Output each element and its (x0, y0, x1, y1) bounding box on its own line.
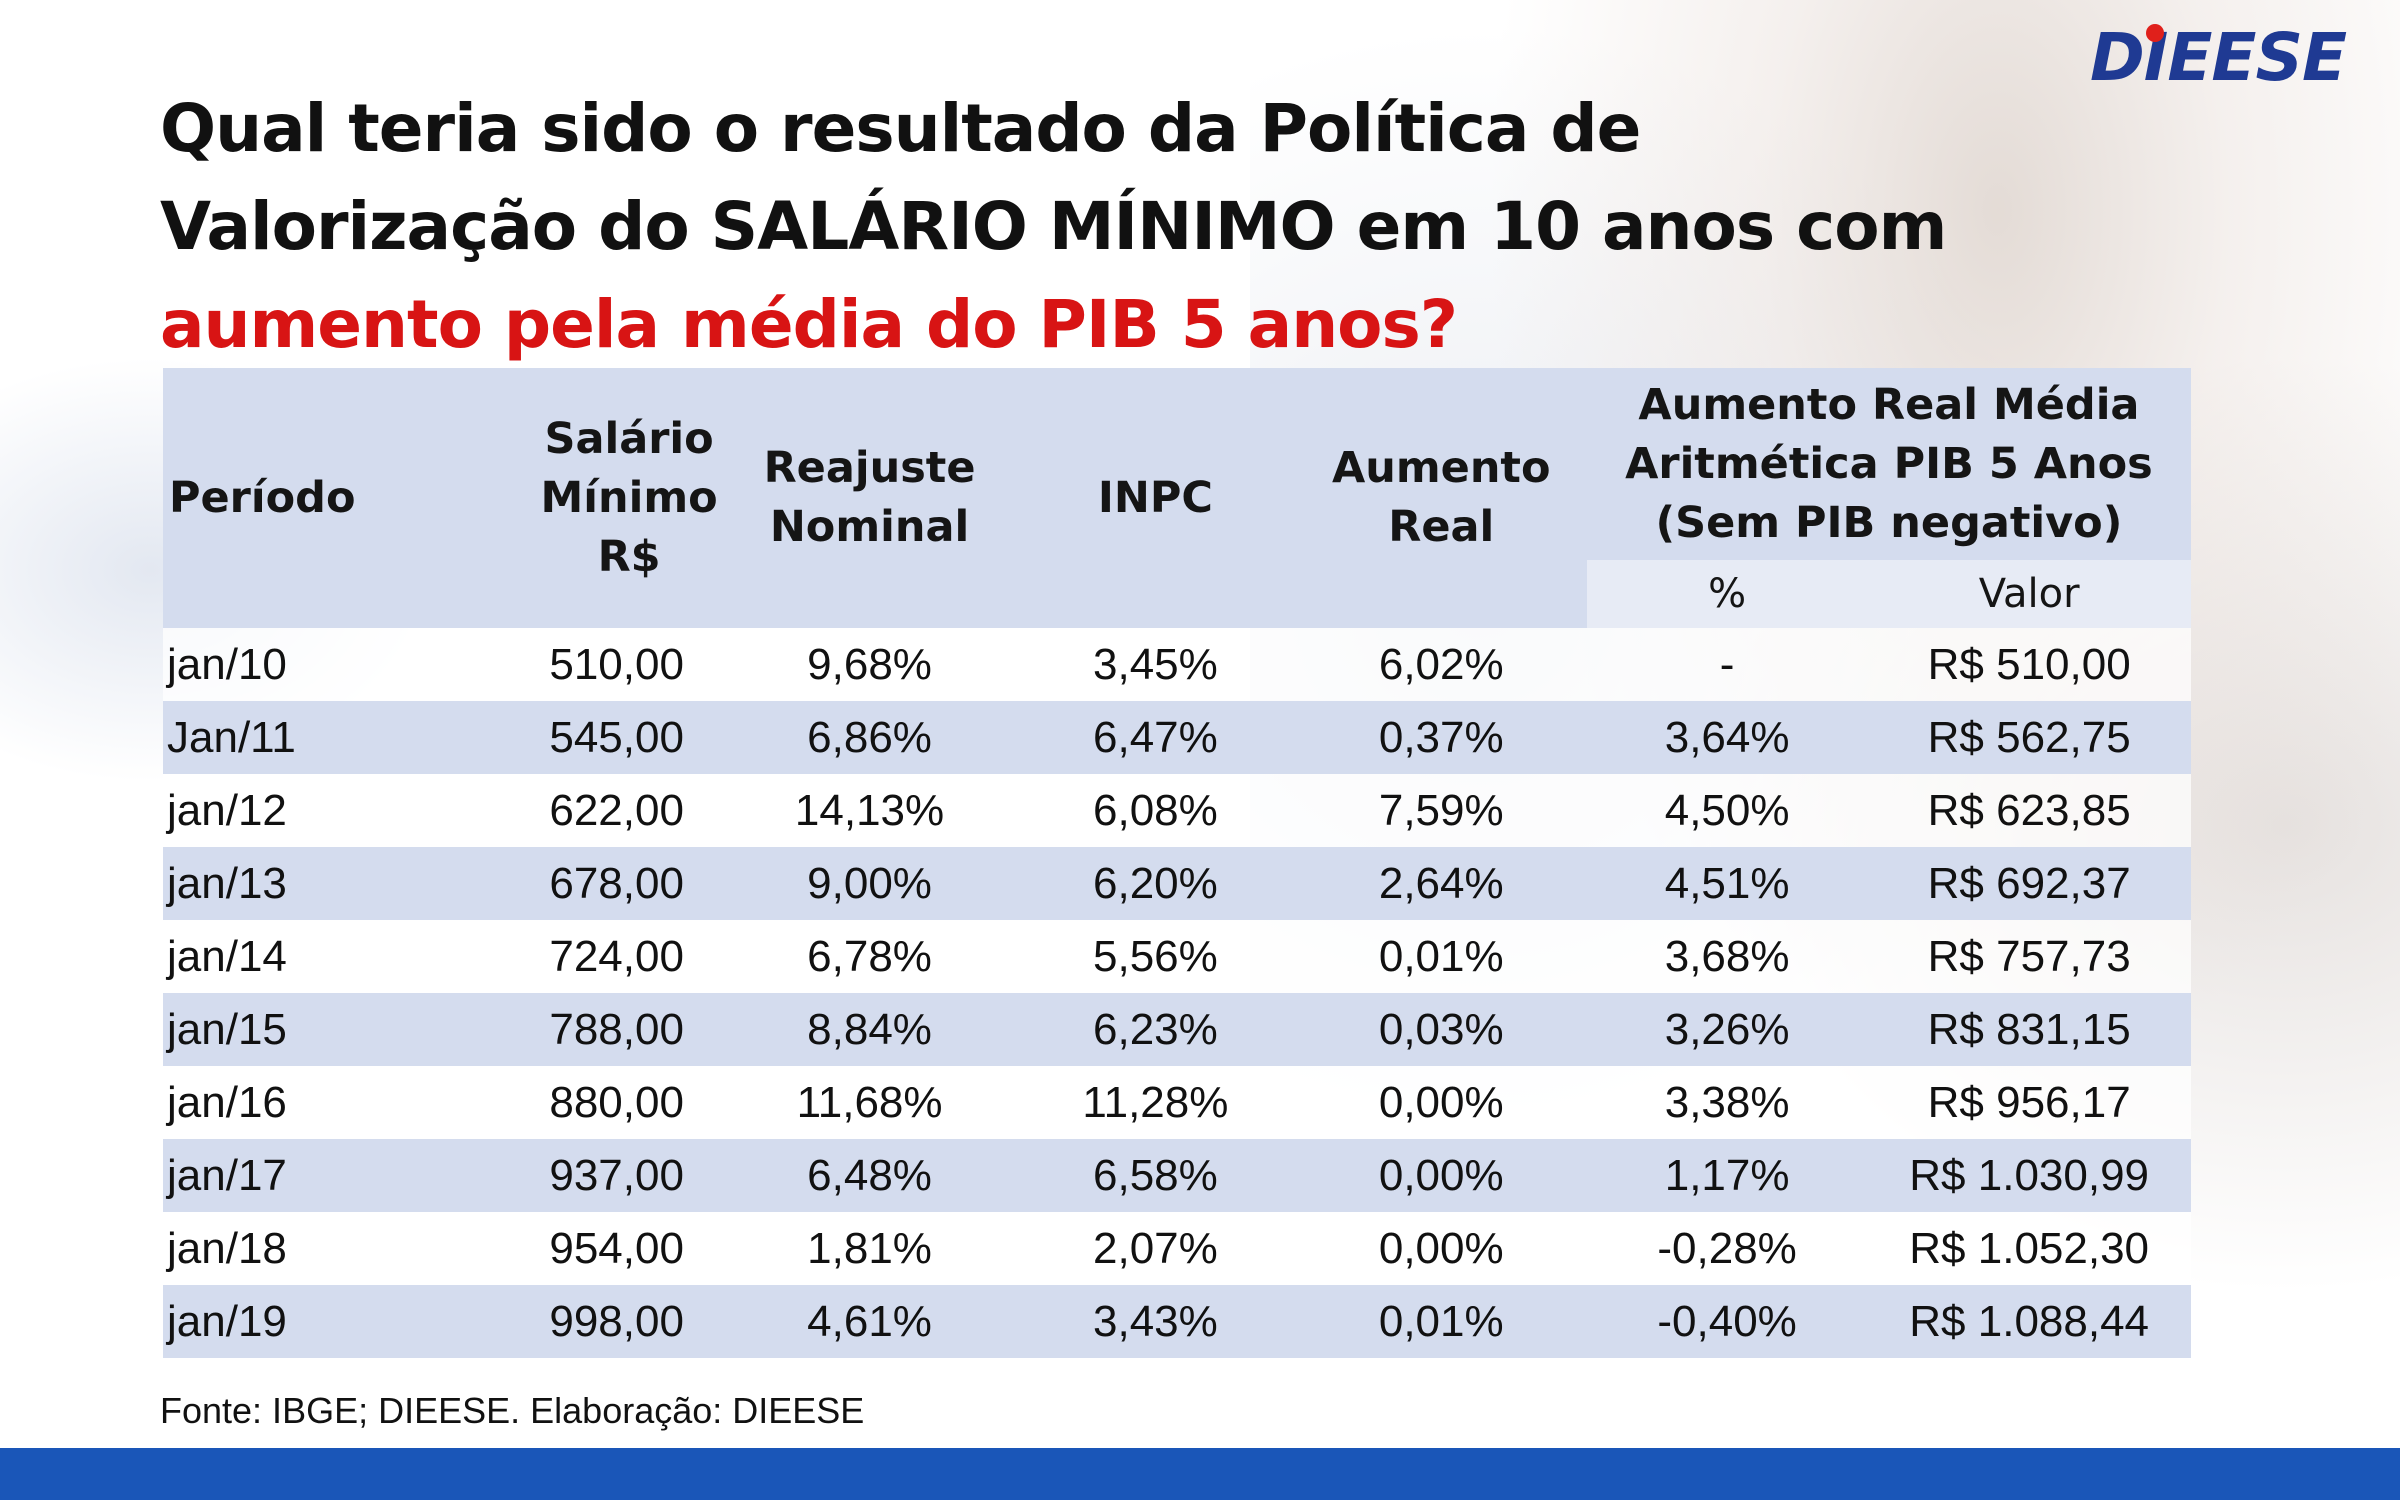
cell-inpc: 11,28% (1015, 1066, 1296, 1139)
cell-inpc: 6,20% (1015, 847, 1296, 920)
cell-pib-valor: R$ 1.052,30 (1867, 1212, 2191, 1285)
source-note: Fonte: IBGE; DIEESE. Elaboração: DIEESE (160, 1390, 865, 1431)
cell-reajuste: 9,00% (723, 847, 1016, 920)
cell-periodo: jan/18 (163, 1212, 455, 1285)
header-reajuste: Reajuste Nominal (723, 368, 1016, 628)
bottom-bar (0, 1448, 2400, 1500)
cell-salario: 545,00 (454, 701, 724, 774)
cell-pib-valor: R$ 623,85 (1867, 774, 2191, 847)
cell-salario: 937,00 (454, 1139, 724, 1212)
cell-pib-valor: R$ 831,15 (1867, 993, 2191, 1066)
cell-inpc: 3,45% (1015, 628, 1296, 701)
table-row: jan/15 788,00 8,84% 6,23% 0,03% 3,26% R$ 831,1… (163, 993, 2191, 1066)
cell-reajuste: 6,86% (723, 701, 1016, 774)
cell-salario: 724,00 (454, 920, 724, 993)
cell-inpc: 6,08% (1015, 774, 1296, 847)
cell-reajuste: 4,61% (723, 1285, 1016, 1358)
cell-pib-valor: R$ 956,17 (1867, 1066, 2191, 1139)
cell-periodo: jan/12 (163, 774, 455, 847)
cell-pib-valor: R$ 510,00 (1867, 628, 2191, 701)
cell-aumento-real: 0,00% (1295, 1139, 1587, 1212)
cell-salario: 622,00 (454, 774, 724, 847)
cell-aumento-real: 0,00% (1295, 1066, 1587, 1139)
cell-salario: 788,00 (454, 993, 724, 1066)
cell-inpc: 6,58% (1015, 1139, 1296, 1212)
table-row: jan/19 998,00 4,61% 3,43% 0,01% -0,40% R$ 1.08… (163, 1285, 2191, 1358)
header-aumento-real: Aumento Real (1295, 368, 1587, 628)
cell-reajuste: 8,84% (723, 993, 1016, 1066)
cell-periodo: jan/17 (163, 1139, 455, 1212)
cell-reajuste: 1,81% (723, 1212, 1016, 1285)
logo-text: DIEESE (2090, 19, 2347, 96)
cell-reajuste: 6,78% (723, 920, 1016, 993)
cell-aumento-real: 0,37% (1295, 701, 1587, 774)
cell-inpc: 2,07% (1015, 1212, 1296, 1285)
header-aumento-pib: Aumento Real Média Aritmética PIB 5 Anos… (1586, 368, 2191, 560)
cell-pib-percent: -0,28% (1586, 1212, 1868, 1285)
cell-periodo: jan/15 (163, 993, 455, 1066)
cell-aumento-real: 0,01% (1295, 920, 1587, 993)
cell-periodo: jan/13 (163, 847, 455, 920)
cell-pib-percent: 3,38% (1586, 1066, 1868, 1139)
cell-salario: 678,00 (454, 847, 724, 920)
table-row: jan/14 724,00 6,78% 5,56% 0,01% 3,68% R$ 757,7… (163, 920, 2191, 993)
cell-reajuste: 14,13% (723, 774, 1016, 847)
logo-red-dot (2146, 24, 2164, 42)
cell-periodo: jan/14 (163, 920, 455, 993)
subheader-percent: % (1586, 560, 1868, 628)
table-row: jan/17 937,00 6,48% 6,58% 0,00% 1,17% R$ 1.030… (163, 1139, 2191, 1212)
cell-salario: 880,00 (454, 1066, 724, 1139)
table-row: jan/13 678,00 9,00% 6,20% 2,64% 4,51% R$ 692,3… (163, 847, 2191, 920)
table-row: jan/18 954,00 1,81% 2,07% 0,00% -0,28% R$ 1.05… (163, 1212, 2191, 1285)
cell-reajuste: 9,68% (723, 628, 1016, 701)
salary-table: Período Salário Mínimo R$ Reajuste Nomin… (163, 368, 2191, 1358)
cell-periodo: jan/16 (163, 1066, 455, 1139)
cell-pib-percent: -0,40% (1586, 1285, 1868, 1358)
cell-aumento-real: 7,59% (1295, 774, 1587, 847)
cell-inpc: 5,56% (1015, 920, 1296, 993)
cell-inpc: 6,23% (1015, 993, 1296, 1066)
cell-pib-valor: R$ 692,37 (1867, 847, 2191, 920)
subheader-valor: Valor (1867, 560, 2191, 628)
cell-pib-percent: 4,50% (1586, 774, 1868, 847)
title-line-2: Valorização do SALÁRIO MÍNIMO em 10 anos… (160, 188, 1947, 265)
cell-pib-percent: 1,17% (1586, 1139, 1868, 1212)
cell-pib-percent: 3,64% (1586, 701, 1868, 774)
title-line-1: Qual teria sido o resultado da Política … (160, 90, 1641, 167)
header-periodo: Período (163, 368, 455, 628)
table-row: jan/16 880,00 11,68% 11,28% 0,00% 3,38% R$ 956… (163, 1066, 2191, 1139)
cell-reajuste: 11,68% (723, 1066, 1016, 1139)
cell-salario: 954,00 (454, 1212, 724, 1285)
cell-salario: 510,00 (454, 628, 724, 701)
cell-periodo: jan/19 (163, 1285, 455, 1358)
header-inpc: INPC (1015, 368, 1296, 628)
cell-inpc: 6,47% (1015, 701, 1296, 774)
cell-aumento-real: 6,02% (1295, 628, 1587, 701)
dieese-logo: DIEESE (2090, 18, 2380, 98)
cell-pib-percent: 3,68% (1586, 920, 1868, 993)
cell-periodo: jan/10 (163, 628, 455, 701)
title-line-3-highlight: aumento pela média do PIB 5 anos? (160, 286, 1458, 363)
table-body: jan/10 510,00 9,68% 3,45% 6,02% - R$ 510,00 Jan… (163, 628, 2191, 1358)
cell-aumento-real: 0,03% (1295, 993, 1587, 1066)
slide-title: Qual teria sido o resultado da Política … (160, 80, 2110, 374)
cell-aumento-real: 0,01% (1295, 1285, 1587, 1358)
cell-inpc: 3,43% (1015, 1285, 1296, 1358)
table-row: Jan/11 545,00 6,86% 6,47% 0,37% 3,64% R$ 562,7… (163, 701, 2191, 774)
cell-salario: 998,00 (454, 1285, 724, 1358)
cell-pib-percent: 3,26% (1586, 993, 1868, 1066)
header-salario: Salário Mínimo R$ (454, 368, 724, 628)
table-row: jan/10 510,00 9,68% 3,45% 6,02% - R$ 510,00 (163, 628, 2191, 701)
cell-reajuste: 6,48% (723, 1139, 1016, 1212)
cell-aumento-real: 2,64% (1295, 847, 1587, 920)
table-row: jan/12 622,00 14,13% 6,08% 7,59% 4,50% R$ 623,… (163, 774, 2191, 847)
cell-aumento-real: 0,00% (1295, 1212, 1587, 1285)
cell-pib-percent: - (1586, 628, 1868, 701)
cell-pib-percent: 4,51% (1586, 847, 1868, 920)
cell-periodo: Jan/11 (163, 701, 455, 774)
cell-pib-valor: R$ 1.030,99 (1867, 1139, 2191, 1212)
cell-pib-valor: R$ 562,75 (1867, 701, 2191, 774)
cell-pib-valor: R$ 1.088,44 (1867, 1285, 2191, 1358)
cell-pib-valor: R$ 757,73 (1867, 920, 2191, 993)
